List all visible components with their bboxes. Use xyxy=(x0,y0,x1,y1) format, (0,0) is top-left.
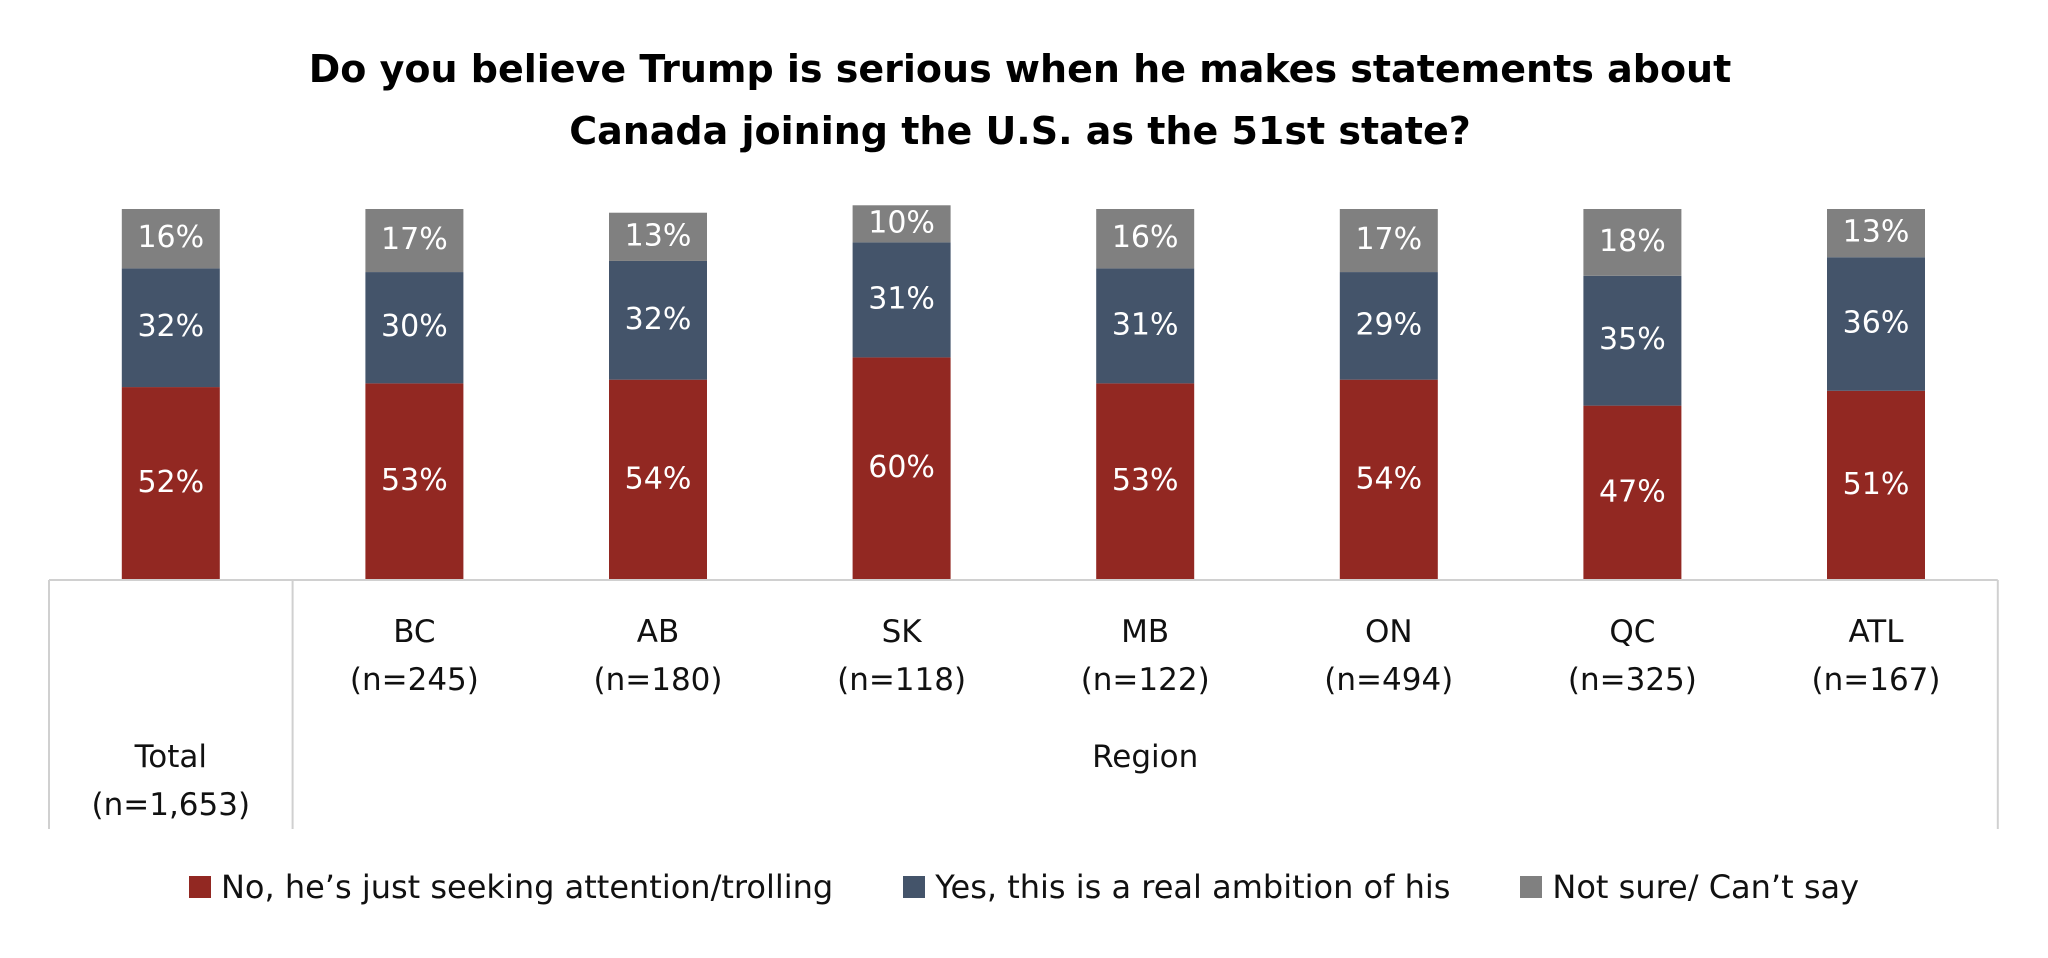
data-label: 17% xyxy=(381,222,448,257)
x-tick-label: SK (n=118) xyxy=(837,614,967,698)
data-label: 31% xyxy=(1112,307,1179,342)
bar-segment xyxy=(365,272,464,384)
bar-segment xyxy=(121,268,220,388)
legend-item: No, he’s just seeking attention/trolling xyxy=(188,868,834,906)
bar-segment xyxy=(1583,275,1682,406)
legend-swatch xyxy=(1520,876,1543,898)
data-label: 47% xyxy=(1599,474,1666,509)
data-label: 53% xyxy=(1112,463,1179,498)
data-label: 10% xyxy=(868,205,935,240)
legend-label: Yes, this is a real ambition of his xyxy=(935,868,1451,906)
data-label: 18% xyxy=(1599,224,1666,259)
chart-title: Do you believe Trump is serious when he … xyxy=(308,47,1732,153)
data-label: 53% xyxy=(381,463,448,498)
data-label: 52% xyxy=(137,465,204,500)
data-label: 13% xyxy=(1843,215,1910,250)
bar-segment xyxy=(365,209,464,273)
bar-segment xyxy=(1827,209,1925,258)
bar-segment xyxy=(1096,209,1195,269)
data-label: 16% xyxy=(137,220,204,255)
bar-segment xyxy=(1339,209,1438,273)
bar-segment xyxy=(1827,257,1925,391)
x-tick-label: BC (n=245) xyxy=(349,614,479,698)
x-tick-label: QC (n=325) xyxy=(1567,614,1697,698)
bar-segment xyxy=(1583,209,1682,276)
bar-segment xyxy=(852,242,951,358)
x-group-label: Region xyxy=(1092,739,1199,775)
bar-segment xyxy=(121,209,220,269)
bar-segment xyxy=(1827,390,1925,580)
bar-segment xyxy=(365,383,464,580)
legend: No, he’s just seeking attention/trolling… xyxy=(0,868,2048,906)
legend-label: Not sure/ Can’t say xyxy=(1552,868,1860,906)
bar-segment xyxy=(609,379,707,580)
data-label: 13% xyxy=(625,218,692,253)
data-label: 60% xyxy=(868,450,935,485)
bar-segment xyxy=(609,260,707,380)
x-group-label: Total (n=1,653) xyxy=(91,739,251,823)
x-tick-label: MB (n=122) xyxy=(1080,614,1210,698)
data-label: 29% xyxy=(1355,307,1422,342)
data-label: 54% xyxy=(1355,461,1422,496)
data-label: 54% xyxy=(625,461,692,496)
bar-segment xyxy=(1096,383,1195,580)
data-label: 31% xyxy=(868,281,935,316)
data-label: 51% xyxy=(1843,467,1910,502)
bar-segment xyxy=(1096,268,1195,384)
data-label: 36% xyxy=(1843,306,1910,341)
bar-segment xyxy=(1339,272,1438,380)
bar-segment xyxy=(852,205,951,243)
legend-swatch xyxy=(188,876,211,898)
x-tick-label: AB (n=180) xyxy=(593,614,723,698)
bar-segment xyxy=(1339,379,1438,580)
x-tick-label: ATL (n=167) xyxy=(1811,614,1941,698)
data-label: 32% xyxy=(137,309,204,344)
data-label: 32% xyxy=(625,302,692,337)
data-label: 30% xyxy=(381,309,448,344)
x-tick-label: ON (n=494) xyxy=(1324,614,1454,698)
legend-swatch xyxy=(903,876,926,898)
data-label: 35% xyxy=(1599,322,1666,357)
legend-item: Not sure/ Can’t say xyxy=(1520,868,1859,906)
bar-segment xyxy=(609,212,707,261)
data-label: 16% xyxy=(1112,220,1179,255)
legend-label: No, he’s just seeking attention/trolling xyxy=(220,868,834,906)
legend-item: Yes, this is a real ambition of his xyxy=(903,868,1450,906)
bar-segment xyxy=(852,357,951,580)
data-label: 17% xyxy=(1355,222,1422,257)
bar-segment xyxy=(1583,405,1682,580)
bar-segment xyxy=(121,387,220,580)
